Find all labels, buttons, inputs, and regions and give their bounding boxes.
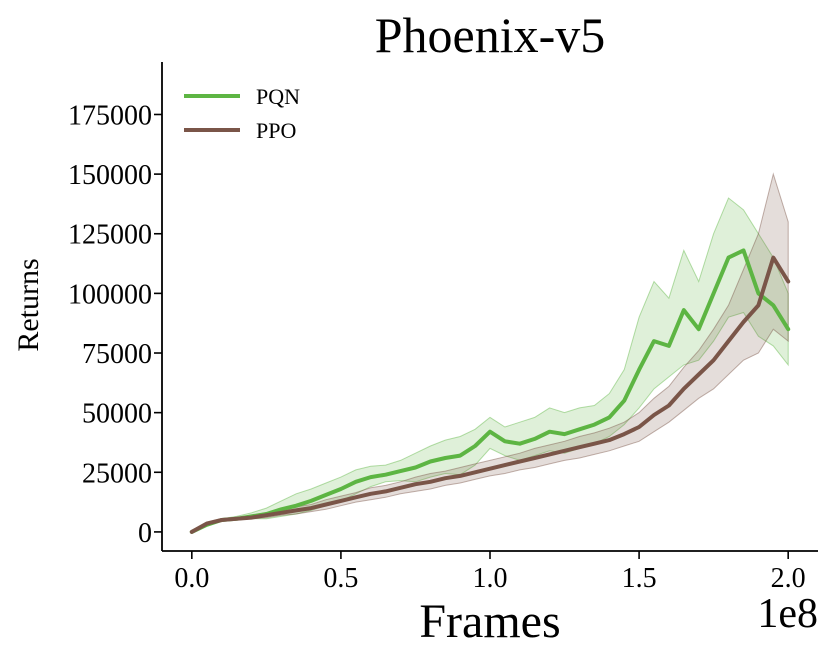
y-tick-label: 0	[138, 518, 152, 549]
x-ticks: 0.0 0.5 1.0 1.5 2.0	[174, 551, 806, 594]
y-tick-label: 50000	[82, 399, 152, 430]
x-axis-offset-label: 1e8	[757, 591, 818, 637]
x-tick-label: 1.0	[473, 563, 508, 594]
band-ppo	[191, 172, 789, 533]
y-tick-label: 150000	[68, 160, 152, 191]
y-ticks: 0 25000 50000 75000 100000 125000 150000 175000	[68, 100, 162, 549]
y-axis-label: Returns	[12, 258, 45, 351]
y-tick-label: 25000	[82, 458, 152, 489]
x-tick-label: 2.0	[771, 563, 806, 594]
legend-label-ppo: PPO	[256, 118, 296, 143]
y-tick-label: 175000	[68, 100, 152, 131]
y-tick-label: 125000	[68, 220, 152, 251]
chart-title: Phoenix-v5	[375, 7, 606, 63]
series-lines	[189, 248, 791, 534]
line-pqn	[189, 248, 791, 534]
legend: PQN PPO	[184, 84, 300, 143]
legend-label-pqn: PQN	[256, 84, 300, 109]
x-tick-label: 0.5	[323, 563, 358, 594]
confidence-bands	[191, 172, 789, 533]
x-tick-label: 1.5	[622, 563, 657, 594]
x-axis-label: Frames	[419, 595, 560, 648]
y-tick-label: 75000	[82, 339, 152, 370]
y-tick-label: 100000	[68, 279, 152, 310]
line-ppo	[189, 255, 791, 534]
x-tick-label: 0.0	[174, 563, 209, 594]
